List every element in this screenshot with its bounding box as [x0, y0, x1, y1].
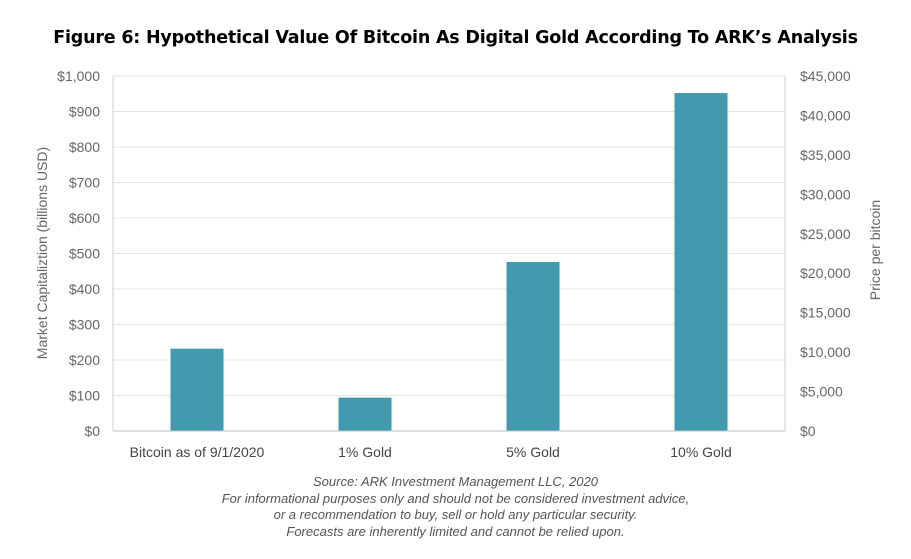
- right-axis-ticks: $0 $5,000 $10,000 $15,000 $20,000 $25,000 $30,…: [800, 68, 851, 439]
- y-tick-label: $200: [69, 352, 100, 368]
- y2-axis-title: Price per bitcoin: [867, 200, 883, 300]
- footer-disclaimer-1: For informational purposes only and shou…: [221, 490, 690, 506]
- x-tick-label: Bitcoin as of 9/1/2020: [130, 444, 265, 460]
- category-labels: Bitcoin as of 9/1/2020 1% Gold 5% Gold 10% …: [130, 444, 732, 460]
- y-tick-label: $900: [69, 104, 100, 120]
- y-tick-label: $1,000: [57, 68, 100, 84]
- left-axis-ticks: $0 $100 $200 $300 $400 $500 $600 $700 $800 $900 $1…: [57, 68, 100, 439]
- y-tick-label: $100: [69, 388, 100, 404]
- bar: [338, 397, 392, 431]
- footer-notes: Source: ARK Investment Management LLC, 2…: [0, 474, 911, 540]
- x-tick-label: 5% Gold: [506, 444, 560, 460]
- bar: [506, 262, 560, 431]
- bar: [674, 93, 728, 431]
- footer-disclaimer-2: or a recommendation to buy, sell or hold…: [273, 507, 638, 522]
- y-tick-label: $700: [69, 175, 100, 191]
- y-tick-label: $600: [69, 210, 100, 226]
- y2-tick-label: $15,000: [800, 305, 851, 321]
- footer-source: Source: ARK Investment Management LLC, 2…: [313, 474, 598, 489]
- y2-tick-label: $10,000: [800, 344, 851, 360]
- bar: [170, 348, 224, 431]
- y-tick-label: $0: [84, 423, 100, 439]
- bar-chart: $0 $100 $200 $300 $400 $500 $600 $700 $800 $900 $1…: [34, 68, 883, 460]
- chart-title: Figure 6: Hypothetical Value Of Bitcoin …: [53, 28, 858, 48]
- y-tick-label: $300: [69, 317, 100, 333]
- bars: [170, 93, 728, 431]
- x-tick-label: 1% Gold: [338, 444, 392, 460]
- x-tick-label: 10% Gold: [670, 444, 731, 460]
- y2-tick-label: $25,000: [800, 226, 851, 242]
- y2-tick-label: $45,000: [800, 68, 851, 84]
- grid-lines: [113, 75, 785, 396]
- y2-tick-label: $40,000: [800, 107, 851, 123]
- y2-tick-label: $5,000: [800, 384, 843, 400]
- y-tick-label: $400: [69, 281, 100, 297]
- y-tick-label: $800: [69, 139, 100, 155]
- y-axis-title: Market Capitaliztion (billions USD): [34, 147, 50, 359]
- axes: [112, 76, 786, 432]
- y2-tick-label: $30,000: [800, 186, 851, 202]
- y2-tick-label: $35,000: [800, 147, 851, 163]
- y2-tick-label: $20,000: [800, 265, 851, 281]
- footer-disclaimer-3: Forecasts are inherently limited and can…: [286, 523, 625, 539]
- y2-tick-label: $0: [800, 423, 816, 439]
- y-tick-label: $500: [69, 246, 100, 262]
